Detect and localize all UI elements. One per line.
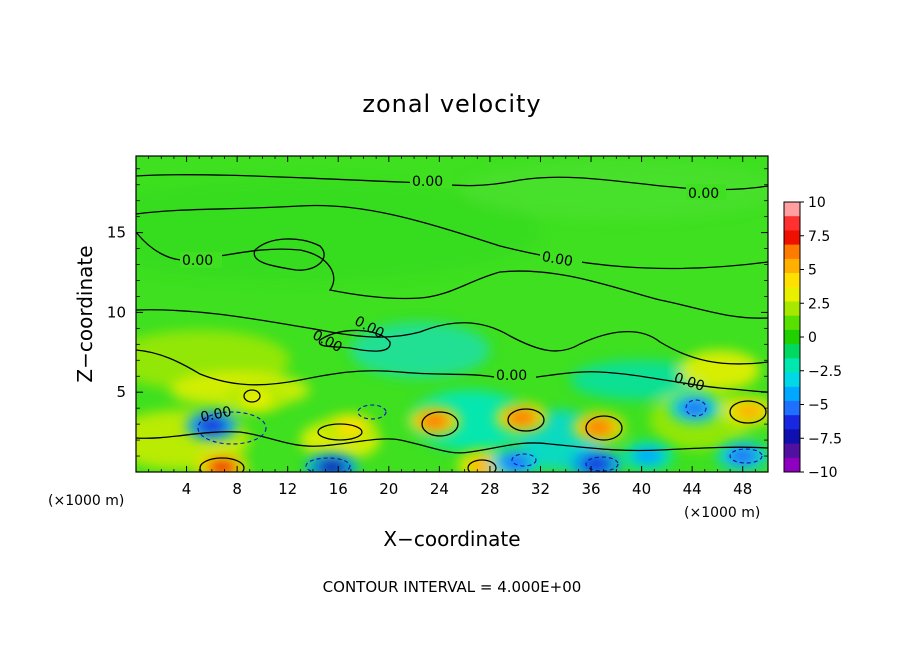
contour-neg-cell xyxy=(729,448,763,464)
x-tick-label: 4 xyxy=(182,480,192,498)
contour-neg-cell xyxy=(305,457,351,472)
colorbar-tick-label: −2.5 xyxy=(808,364,842,380)
contour-neg-cell xyxy=(511,453,537,467)
y-tick-label: 15 xyxy=(107,224,126,242)
contour-label: 0.00 xyxy=(182,253,213,269)
x-tick-label: 12 xyxy=(278,480,297,498)
y-axis: 5 10 15 xyxy=(107,168,768,457)
negative-extremum xyxy=(305,452,358,472)
colorbar-segment xyxy=(784,443,800,459)
colorbar-tick-label: 2.5 xyxy=(808,296,830,312)
x-tick-label: 28 xyxy=(480,480,499,498)
negative-extremum xyxy=(489,447,542,472)
contour-label: 0.00 xyxy=(199,404,233,426)
contour-zero-upper xyxy=(136,174,768,191)
positive-extremum xyxy=(495,402,548,433)
colorbar-segment xyxy=(784,386,800,402)
x-tick-label: 8 xyxy=(232,480,242,498)
colorbar-segment xyxy=(784,344,800,359)
x-tick-label: 40 xyxy=(632,480,651,498)
colorbar-segment xyxy=(784,258,800,274)
contour-label: 0.00 xyxy=(496,368,527,384)
colorbar-tick-label: 0 xyxy=(808,330,817,346)
contour-cell xyxy=(243,389,261,403)
extrema-layer xyxy=(185,383,768,472)
y-tick-label: 10 xyxy=(107,303,126,321)
colorbar-segment xyxy=(784,287,800,302)
x-tick-label: 36 xyxy=(581,480,600,498)
colorbar-tick-label: −10 xyxy=(808,465,838,481)
contour-cell xyxy=(317,423,363,441)
x-axis-label: X−coordinate xyxy=(383,527,520,551)
colorbar-segment xyxy=(784,301,800,317)
x-tick-label: 48 xyxy=(733,480,752,498)
contour-neg-cell xyxy=(357,404,387,420)
contour-blob xyxy=(253,238,325,271)
y-tick-label: 5 xyxy=(116,383,126,401)
x-tick-label: 24 xyxy=(430,480,449,498)
positive-extremum xyxy=(230,383,283,414)
contour-label: 0.00 xyxy=(412,174,443,190)
chart-title: zonal velocity xyxy=(362,90,541,118)
colorbar-tick-label: 7.5 xyxy=(808,229,830,245)
negative-extremum xyxy=(668,393,721,424)
colorbar-segment xyxy=(784,216,800,231)
contour-lines xyxy=(136,174,768,472)
colorbar: 10 7.5 5 2.5 0 −2.5 −5 −7.5 −10 xyxy=(783,195,842,481)
contour-label: 0.00 xyxy=(688,186,719,202)
negative-contours xyxy=(197,399,763,472)
colorbar-segment xyxy=(784,372,800,388)
positive-extremum xyxy=(572,412,625,443)
x-axis: 4 8 12 16 20 24 28 32 36 40 44 48 xyxy=(148,156,756,498)
colorbar-segment xyxy=(784,400,800,416)
contour-cell xyxy=(507,408,545,432)
colorbar-tick-label: 5 xyxy=(808,263,817,279)
contour-cell xyxy=(199,457,245,472)
contour-label: 0.00 xyxy=(541,249,574,270)
colorbar-tick-label: −7.5 xyxy=(808,431,842,447)
colorbar-segment xyxy=(784,429,800,445)
contour-bottom xyxy=(136,431,768,454)
colorbar-tick-label: −5 xyxy=(808,398,829,414)
x-tick-label: 32 xyxy=(531,480,550,498)
x-tick-label: 20 xyxy=(379,480,398,498)
contour-cell xyxy=(421,411,459,437)
y-axis-label: Z−coordinate xyxy=(73,245,97,382)
colorbar-segment xyxy=(784,244,800,260)
contour-low xyxy=(136,349,768,393)
colorbar-segment xyxy=(784,315,800,331)
positive-extremum xyxy=(408,405,461,436)
contour-cell xyxy=(585,415,623,441)
contour-interval-note: CONTOUR INTERVAL = 4.000E+00 xyxy=(323,578,582,596)
negative-extremum xyxy=(570,449,623,472)
contour-zero-mid xyxy=(136,204,768,270)
colorbar-segment xyxy=(784,415,800,430)
colorbar-segment xyxy=(784,329,800,345)
colorbar-segment xyxy=(784,457,800,473)
colorbar-segment xyxy=(784,230,800,246)
positive-extremum xyxy=(324,412,377,443)
contour-neg-cell xyxy=(685,399,707,417)
contour-band xyxy=(136,309,768,365)
contour-neg-cell xyxy=(585,456,619,472)
contour-neg-cell xyxy=(197,411,267,445)
x-tick-label: 44 xyxy=(683,480,702,498)
colorbar-tick-label: 10 xyxy=(808,195,826,211)
contour-cell xyxy=(729,400,767,424)
plot-area: 0.00 0.00 0.00 0.00 0.00 0.00 0.00 0.00 … xyxy=(136,156,768,472)
negative-extremum xyxy=(621,441,674,472)
colorbar-segment xyxy=(784,273,800,288)
colorbar-segment xyxy=(784,202,800,217)
x-unit-label-right: (×1000 m) xyxy=(684,505,760,521)
x-unit-label-left: (×1000 m) xyxy=(48,493,124,509)
contour-blob xyxy=(318,329,391,352)
colorbar-segment xyxy=(784,358,800,374)
contour-cell xyxy=(467,459,497,472)
positive-extremum xyxy=(195,452,248,472)
x-tick-label: 16 xyxy=(329,480,348,498)
